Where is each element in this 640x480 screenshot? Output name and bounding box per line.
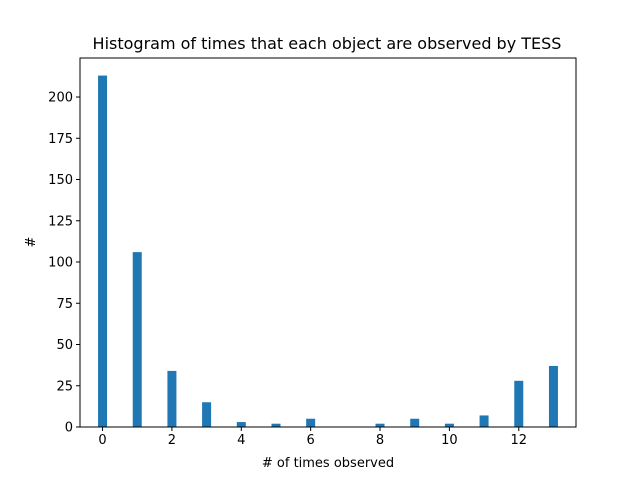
x-tick-label: 8	[376, 433, 384, 448]
histogram-bar	[202, 402, 212, 427]
histogram-bar	[98, 75, 108, 427]
chart-title: Histogram of times that each object are …	[93, 34, 562, 53]
x-axis-ticks: 0 2 4 6 8 10 12	[98, 427, 527, 448]
x-tick-label: 10	[441, 433, 458, 448]
y-tick-label: 0	[65, 421, 73, 436]
histogram-bar	[514, 380, 524, 427]
histogram-bar	[479, 415, 489, 427]
y-tick-label: 175	[48, 132, 73, 147]
histogram-bar	[306, 418, 316, 427]
histogram-bar	[548, 365, 558, 427]
y-tick-label: 150	[48, 173, 73, 188]
y-tick-label: 50	[56, 338, 73, 353]
x-tick-label: 0	[98, 433, 106, 448]
y-axis-ticks: 0 25 50 75 100 125 150 175 200	[48, 91, 80, 436]
histogram-bar	[375, 423, 385, 427]
x-tick-label: 6	[307, 433, 315, 448]
y-tick-label: 200	[48, 91, 73, 106]
y-tick-label: 100	[48, 256, 73, 271]
y-tick-label: 25	[56, 379, 73, 394]
x-tick-label: 12	[510, 433, 527, 448]
y-axis-label: #	[24, 237, 39, 248]
x-tick-label: 4	[237, 433, 245, 448]
plot-frame	[79, 57, 577, 428]
histogram-bar	[236, 422, 246, 427]
y-tick-label: 75	[56, 297, 73, 312]
histogram-bar	[271, 423, 281, 427]
histogram-bar	[444, 423, 454, 427]
x-tick-label: 2	[168, 433, 176, 448]
x-axis-label: # of times observed	[262, 456, 394, 471]
histogram-bar	[410, 418, 420, 427]
histogram-bar	[132, 252, 142, 427]
histogram-bar	[167, 370, 177, 427]
bars-group	[98, 75, 558, 427]
y-tick-label: 125	[48, 214, 73, 229]
